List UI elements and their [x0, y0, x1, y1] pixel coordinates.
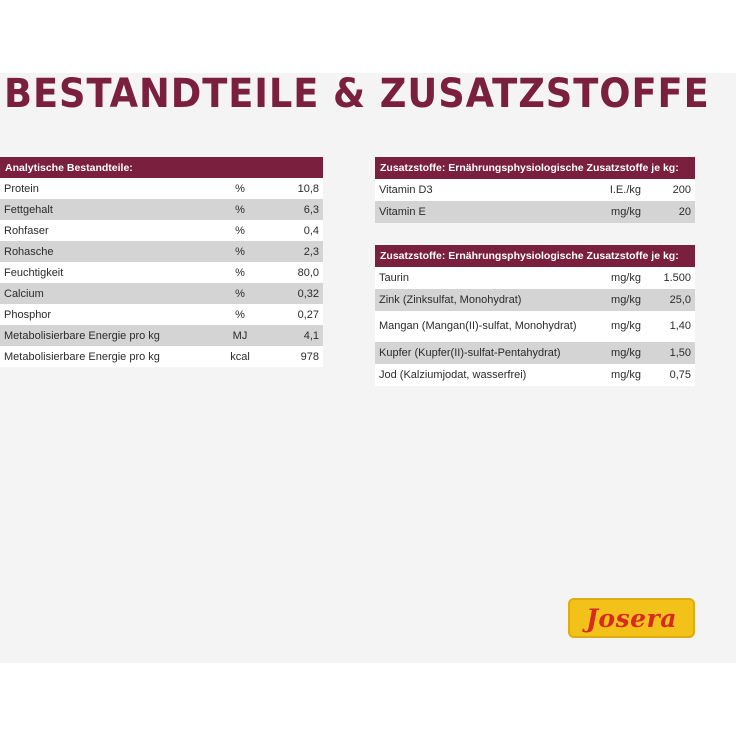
table-row: Zink (Zinksulfat, Monohydrat) mg/kg 25,0 [375, 289, 696, 311]
row-name: Calcium [0, 283, 215, 304]
row-unit: mg/kg [583, 289, 645, 311]
row-value: 1,40 [645, 311, 696, 342]
row-unit: mg/kg [583, 201, 645, 223]
table-row: Phosphor % 0,27 [0, 304, 324, 325]
row-unit: MJ [215, 325, 265, 346]
row-name: Jod (Kalziumjodat, wasserfrei) [375, 364, 583, 386]
row-value: 2,3 [265, 241, 324, 262]
table-row: Calcium % 0,32 [0, 283, 324, 304]
row-value: 6,3 [265, 199, 324, 220]
row-unit: % [215, 241, 265, 262]
table-row: Vitamin D3 I.E./kg 200 [375, 179, 696, 201]
table-row: Rohfaser % 0,4 [0, 220, 324, 241]
table-row: Metabolisierbare Energie pro kg kcal 978 [0, 346, 324, 367]
row-value: 1.500 [645, 267, 696, 289]
row-name: Vitamin E [375, 201, 583, 223]
row-unit: % [215, 304, 265, 325]
table-row: Rohasche % 2,3 [0, 241, 324, 262]
row-name: Zink (Zinksulfat, Monohydrat) [375, 289, 583, 311]
row-name: Metabolisierbare Energie pro kg [0, 325, 215, 346]
table-row: Mangan (Mangan(II)-sulfat, Monohydrat) m… [375, 311, 696, 342]
row-name: Metabolisierbare Energie pro kg [0, 346, 215, 367]
page-title: BESTANDTEILE & ZUSATZSTOFFE [4, 71, 710, 117]
row-value: 200 [645, 179, 696, 201]
row-unit: % [215, 262, 265, 283]
row-unit: % [215, 178, 265, 199]
table-row: Fettgehalt % 6,3 [0, 199, 324, 220]
row-name: Protein [0, 178, 215, 199]
logo-text: Josera [586, 603, 677, 633]
table-row: Taurin mg/kg 1.500 [375, 267, 696, 289]
row-unit: mg/kg [583, 311, 645, 342]
table-row: Protein % 10,8 [0, 178, 324, 199]
row-name: Feuchtigkeit [0, 262, 215, 283]
row-name: Mangan (Mangan(II)-sulfat, Monohydrat) [375, 311, 583, 342]
row-unit: mg/kg [583, 267, 645, 289]
row-name: Kupfer (Kupfer(II)-sulfat-Pentahydrat) [375, 342, 583, 364]
row-name: Vitamin D3 [375, 179, 583, 201]
table-row: Feuchtigkeit % 80,0 [0, 262, 324, 283]
additives-table: Zusatzstoffe: Ernährungsphysiologische Z… [375, 157, 696, 386]
row-name: Fettgehalt [0, 199, 215, 220]
table-header-label: Zusatzstoffe: Ernährungsphysiologische Z… [375, 245, 696, 267]
row-value: 20 [645, 201, 696, 223]
josera-logo: Josera [568, 598, 695, 638]
table-header-label: Zusatzstoffe: Ernährungsphysiologische Z… [375, 157, 696, 179]
analytical-constituents-table: Analytische Bestandteile: Protein % 10,8… [0, 157, 324, 367]
table-row: Metabolisierbare Energie pro kg MJ 4,1 [0, 325, 324, 346]
table-header: Zusatzstoffe: Ernährungsphysiologische Z… [375, 245, 696, 267]
row-value: 0,32 [265, 283, 324, 304]
table-row: Jod (Kalziumjodat, wasserfrei) mg/kg 0,7… [375, 364, 696, 386]
row-value: 4,1 [265, 325, 324, 346]
row-unit: % [215, 220, 265, 241]
row-unit: I.E./kg [583, 179, 645, 201]
row-value: 80,0 [265, 262, 324, 283]
row-name: Taurin [375, 267, 583, 289]
table-spacer [375, 223, 695, 245]
row-unit: kcal [215, 346, 265, 367]
table-row: Vitamin E mg/kg 20 [375, 201, 696, 223]
row-value: 10,8 [265, 178, 324, 199]
row-value: 25,0 [645, 289, 696, 311]
row-value: 0,27 [265, 304, 324, 325]
table-header-label: Analytische Bestandteile: [0, 157, 324, 178]
row-unit: % [215, 199, 265, 220]
table-header: Zusatzstoffe: Ernährungsphysiologische Z… [375, 157, 696, 179]
row-value: 0,4 [265, 220, 324, 241]
row-unit: % [215, 283, 265, 304]
row-unit: mg/kg [583, 364, 645, 386]
row-name: Phosphor [0, 304, 215, 325]
table-header: Analytische Bestandteile: [0, 157, 324, 178]
row-value: 978 [265, 346, 324, 367]
table-row: Kupfer (Kupfer(II)-sulfat-Pentahydrat) m… [375, 342, 696, 364]
row-value: 1,50 [645, 342, 696, 364]
row-name: Rohfaser [0, 220, 215, 241]
row-name: Rohasche [0, 241, 215, 262]
row-value: 0,75 [645, 364, 696, 386]
row-unit: mg/kg [583, 342, 645, 364]
